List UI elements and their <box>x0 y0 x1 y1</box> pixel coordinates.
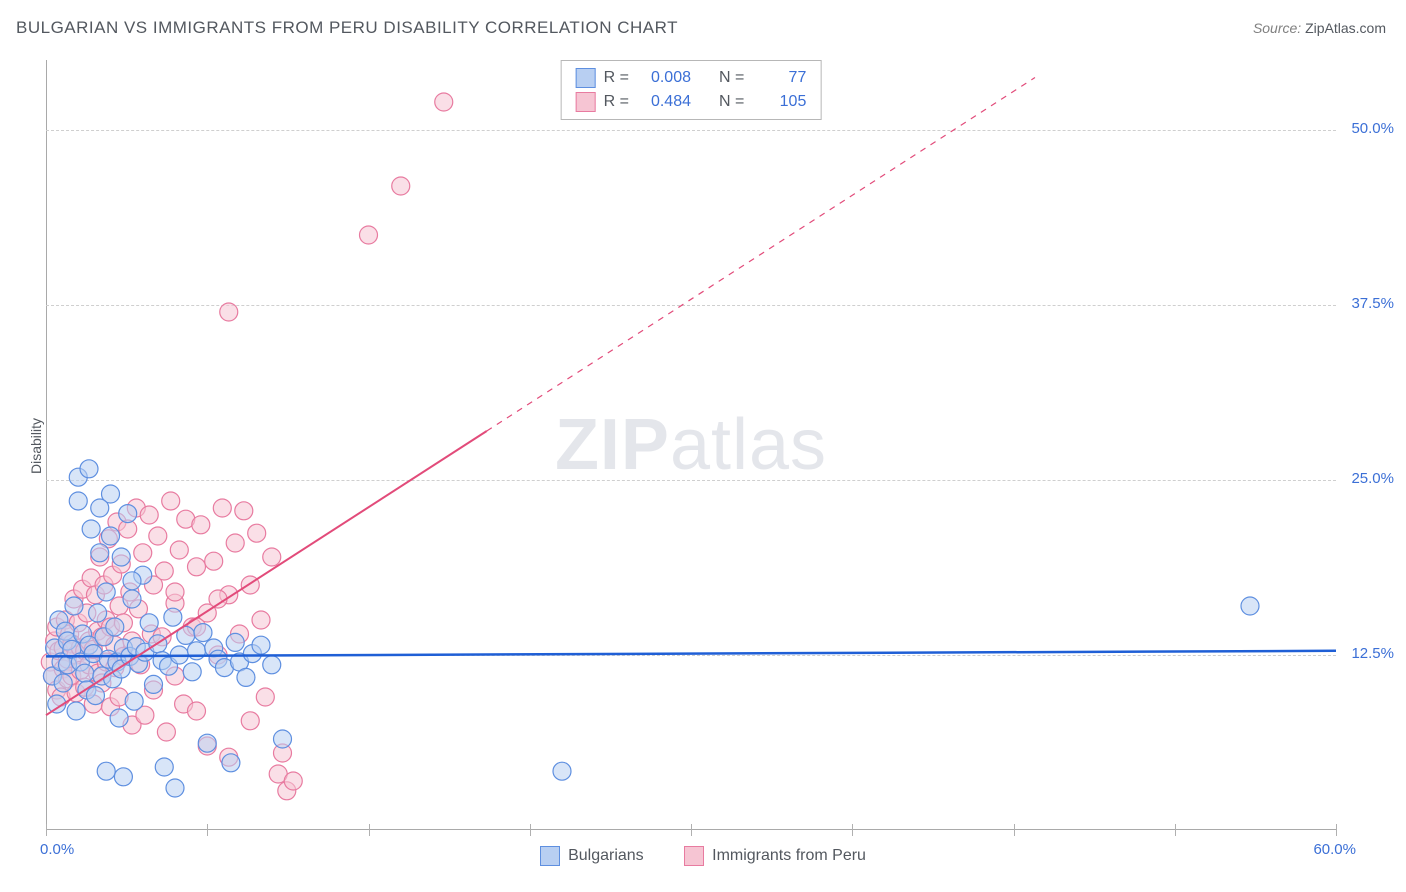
scatter-point <box>134 544 152 562</box>
source-attribution: Source: ZipAtlas.com <box>1253 20 1386 36</box>
scatter-point <box>125 692 143 710</box>
scatter-point <box>86 687 104 705</box>
n-value-1: 105 <box>756 90 806 114</box>
scatter-point <box>213 499 231 517</box>
scatter-point <box>274 730 292 748</box>
scatter-point <box>82 520 100 538</box>
r-label: R = <box>604 66 629 90</box>
scatter-point <box>263 548 281 566</box>
scatter-point <box>162 492 180 510</box>
legend-bottom-item-0: Bulgarians <box>540 846 644 866</box>
x-tick <box>1336 824 1337 836</box>
scatter-point <box>205 552 223 570</box>
legend-row-series-0: R = 0.008 N = 77 <box>576 66 807 90</box>
scatter-point <box>155 562 173 580</box>
scatter-point <box>166 779 184 797</box>
y-axis-label: Disability <box>28 418 44 474</box>
source-prefix: Source: <box>1253 20 1305 36</box>
scatter-point <box>248 524 266 542</box>
scatter-point <box>80 460 98 478</box>
legend-bottom-label-1: Immigrants from Peru <box>712 847 866 865</box>
scatter-point <box>1241 597 1259 615</box>
scatter-point <box>112 548 130 566</box>
n-label: N = <box>719 66 744 90</box>
scatter-point <box>91 544 109 562</box>
scatter-point <box>188 642 206 660</box>
n-label: N = <box>719 90 744 114</box>
scatter-point <box>114 768 132 786</box>
trendline-series-1-dashed <box>487 77 1035 431</box>
scatter-point <box>67 702 85 720</box>
scatter-point <box>123 572 141 590</box>
scatter-point <box>76 664 94 682</box>
scatter-point <box>392 177 410 195</box>
chart-svg <box>46 60 1336 830</box>
scatter-point <box>149 527 167 545</box>
scatter-point <box>252 611 270 629</box>
scatter-point <box>198 734 216 752</box>
y-tick-label: 25.0% <box>1351 470 1394 487</box>
r-value-1: 0.484 <box>641 90 691 114</box>
scatter-point <box>553 762 571 780</box>
n-value-0: 77 <box>756 66 806 90</box>
scatter-point <box>284 772 302 790</box>
legend-bottom-item-1: Immigrants from Peru <box>684 846 866 866</box>
chart-title: BULGARIAN VS IMMIGRANTS FROM PERU DISABI… <box>16 18 678 38</box>
scatter-point <box>192 516 210 534</box>
scatter-point <box>252 636 270 654</box>
legend-bottom: Bulgarians Immigrants from Peru <box>0 846 1406 871</box>
scatter-point <box>222 754 240 772</box>
scatter-point <box>89 604 107 622</box>
plot-area: ZIPatlas 12.5%25.0%37.5%50.0% R = 0.008 … <box>46 60 1336 830</box>
scatter-point <box>123 590 141 608</box>
y-tick-label: 12.5% <box>1351 645 1394 662</box>
scatter-point <box>235 502 253 520</box>
r-value-0: 0.008 <box>641 66 691 90</box>
scatter-point <box>164 608 182 626</box>
scatter-point <box>226 534 244 552</box>
swatch-series-0 <box>576 68 596 88</box>
scatter-point <box>166 583 184 601</box>
r-label: R = <box>604 90 629 114</box>
scatter-point <box>237 668 255 686</box>
scatter-point <box>157 723 175 741</box>
source-name: ZipAtlas.com <box>1305 20 1386 36</box>
scatter-point <box>360 226 378 244</box>
scatter-point <box>256 688 274 706</box>
scatter-point <box>140 506 158 524</box>
scatter-point <box>102 527 120 545</box>
scatter-point <box>119 505 137 523</box>
scatter-point <box>69 492 87 510</box>
y-tick-label: 37.5% <box>1351 295 1394 312</box>
scatter-point <box>188 558 206 576</box>
swatch-series-1 <box>684 846 704 866</box>
scatter-point <box>110 709 128 727</box>
scatter-point <box>188 702 206 720</box>
scatter-point <box>145 675 163 693</box>
scatter-point <box>263 656 281 674</box>
scatter-point <box>97 583 115 601</box>
scatter-point <box>140 614 158 632</box>
scatter-point <box>170 541 188 559</box>
y-tick-label: 50.0% <box>1351 120 1394 137</box>
scatter-point <box>97 762 115 780</box>
swatch-series-1 <box>576 92 596 112</box>
legend-row-series-1: R = 0.484 N = 105 <box>576 90 807 114</box>
scatter-point <box>435 93 453 111</box>
legend-bottom-label-0: Bulgarians <box>568 847 644 865</box>
scatter-point <box>220 303 238 321</box>
scatter-point <box>241 712 259 730</box>
scatter-point <box>226 633 244 651</box>
scatter-point <box>194 624 212 642</box>
legend-top: R = 0.008 N = 77 R = 0.484 N = 105 <box>561 60 822 120</box>
swatch-series-0 <box>540 846 560 866</box>
scatter-point <box>54 674 72 692</box>
scatter-point <box>65 597 83 615</box>
scatter-point <box>106 618 124 636</box>
scatter-point <box>155 758 173 776</box>
scatter-point <box>91 499 109 517</box>
scatter-point <box>183 663 201 681</box>
